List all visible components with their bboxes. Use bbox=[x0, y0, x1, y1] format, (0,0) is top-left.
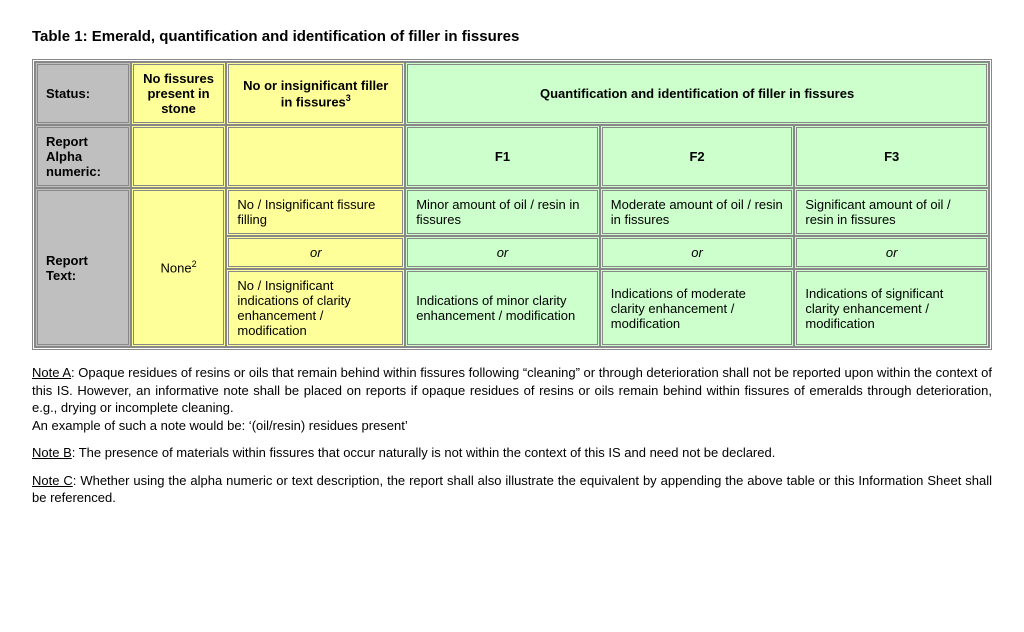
f3-text-a: Significant amount of oil / resin in fis… bbox=[794, 188, 989, 236]
f1-or: or bbox=[405, 236, 600, 269]
note-c-label: Note C bbox=[32, 473, 73, 488]
table-row: Report Text: None2 No / Insignificant fi… bbox=[35, 188, 989, 236]
f1-text-a: Minor amount of oil / resin in fissures bbox=[405, 188, 600, 236]
superscript-3: 3 bbox=[346, 93, 351, 103]
note-a-text: : Opaque residues of resins or oils that… bbox=[32, 365, 992, 415]
alpha-f2: F2 bbox=[600, 125, 795, 188]
quantification-header: Quantification and identification of fil… bbox=[405, 62, 989, 125]
alpha-no-insig bbox=[226, 125, 405, 188]
alpha-f3: F3 bbox=[794, 125, 989, 188]
yellow-or: or bbox=[226, 236, 405, 269]
note-a-label: Note A bbox=[32, 365, 71, 380]
note-c-text: : Whether using the alpha numeric or tex… bbox=[32, 473, 992, 506]
no-insig-filler-text: No or insignificant filler in fissures bbox=[243, 78, 388, 109]
note-b-label: Note B bbox=[32, 445, 72, 460]
note-a-text2: An example of such a note would be: ‘(oi… bbox=[32, 418, 408, 433]
table-row: Status: No fissures present in stone No … bbox=[35, 62, 989, 125]
table-title: Table 1: Emerald, quantification and ide… bbox=[32, 28, 992, 45]
report-none-text: None bbox=[160, 261, 191, 276]
note-c: Note C: Whether using the alpha numeric … bbox=[32, 472, 992, 507]
alpha-no-fissures bbox=[131, 125, 227, 188]
f2-text-a: Moderate amount of oil / resin in fissur… bbox=[600, 188, 795, 236]
f2-or: or bbox=[600, 236, 795, 269]
note-a: Note A: Opaque residues of resins or oil… bbox=[32, 364, 992, 434]
f1-text-b: Indications of minor clarity enhancement… bbox=[405, 269, 600, 347]
no-insig-filler-header: No or insignificant filler in fissures3 bbox=[226, 62, 405, 125]
alpha-numeric-label: Report Alpha numeric: bbox=[35, 125, 131, 188]
f3-text-b: Indications of significant clarity enhan… bbox=[794, 269, 989, 347]
notes-block: Note A: Opaque residues of resins or oil… bbox=[32, 364, 992, 507]
note-b: Note B: The presence of materials within… bbox=[32, 444, 992, 462]
yellow-text-b: No / Insignificant indications of clarit… bbox=[226, 269, 405, 347]
alpha-f1: F1 bbox=[405, 125, 600, 188]
status-label: Status: bbox=[35, 62, 131, 125]
f3-or: or bbox=[794, 236, 989, 269]
yellow-text-a: No / Insignificant fissure filling bbox=[226, 188, 405, 236]
report-none-cell: None2 bbox=[131, 188, 227, 347]
f2-text-b: Indications of moderate clarity enhancem… bbox=[600, 269, 795, 347]
no-fissures-header: No fissures present in stone bbox=[131, 62, 227, 125]
table-row: Report Alpha numeric: F1 F2 F3 bbox=[35, 125, 989, 188]
superscript-2: 2 bbox=[192, 259, 197, 269]
emerald-filler-table: Status: No fissures present in stone No … bbox=[32, 59, 992, 350]
report-text-label: Report Text: bbox=[35, 188, 131, 347]
note-b-text: : The presence of materials within fissu… bbox=[72, 445, 776, 460]
